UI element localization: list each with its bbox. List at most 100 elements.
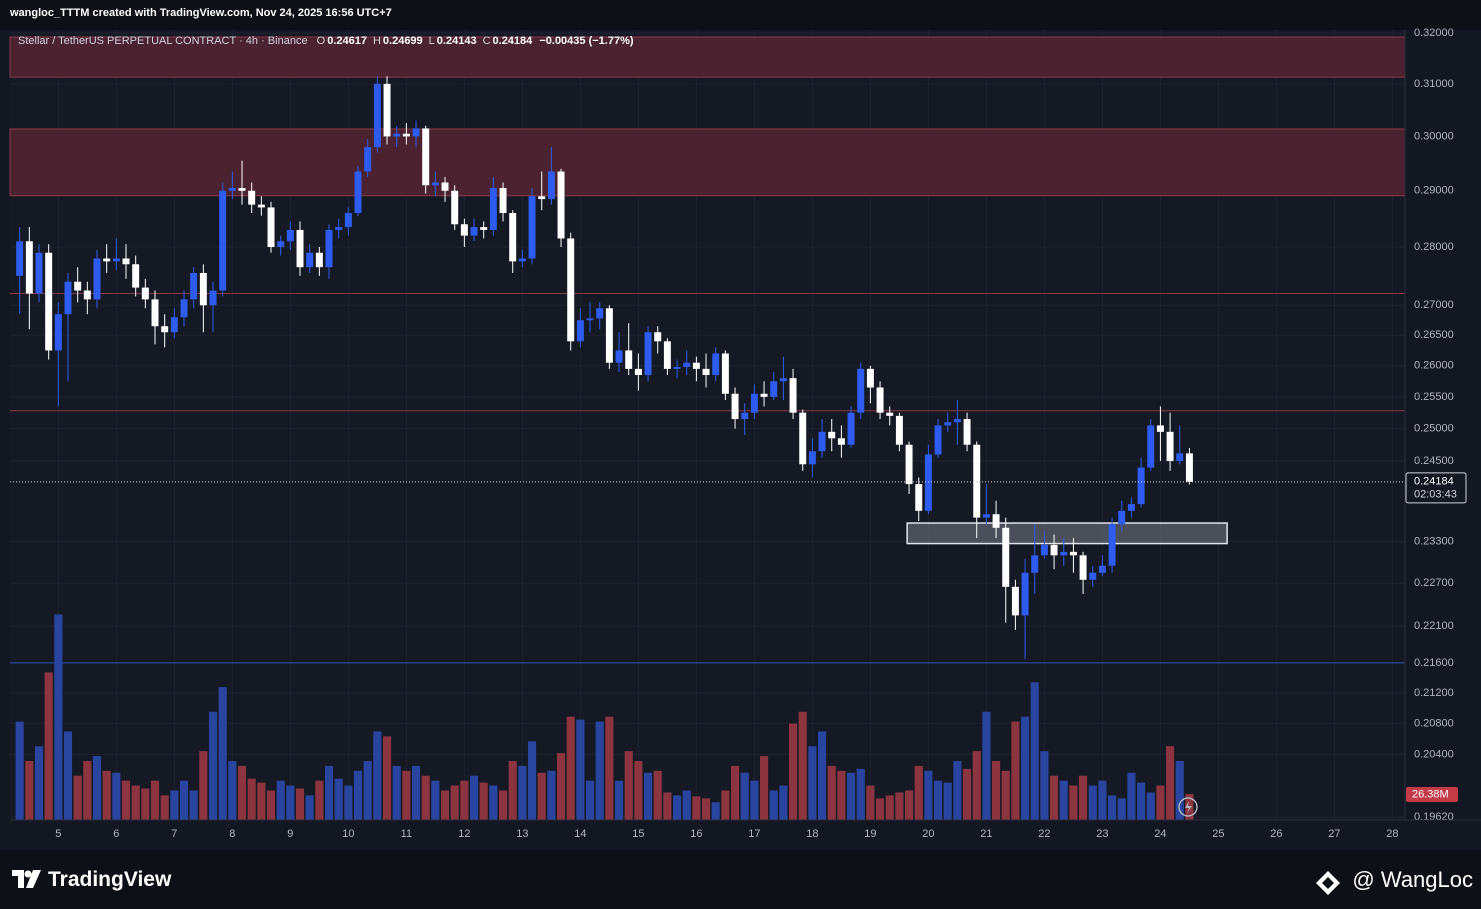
candle-body (170, 317, 178, 333)
candle-body (431, 182, 439, 186)
y-tick-label: 0.28000 (1414, 241, 1454, 253)
candle-body (161, 326, 169, 333)
volume-bar (518, 765, 527, 820)
volume-bar (847, 772, 856, 820)
candle-body (1021, 572, 1029, 616)
volume-bar (73, 775, 82, 820)
volume-bar (1108, 795, 1117, 820)
volume-bar (266, 790, 276, 820)
alert-icon-bolt (1185, 801, 1192, 813)
candle-body (905, 444, 913, 485)
candle-body (209, 290, 217, 306)
volume-bar (1137, 782, 1146, 820)
x-tick-label: 5 (55, 828, 61, 840)
candle-body (1098, 565, 1106, 573)
candle-body (596, 308, 604, 319)
volume-bar (1069, 785, 1078, 820)
volume-bar (837, 770, 846, 820)
x-tick-label: 6 (113, 828, 119, 840)
candle-body (1166, 431, 1174, 462)
volume-bar (1021, 716, 1030, 820)
watermark: wangloc_TTTM created with TradingView.co… (10, 7, 392, 19)
candle-body (1031, 555, 1039, 573)
candle-body (1089, 572, 1097, 580)
y-tick-label: 0.32000 (1414, 27, 1454, 39)
x-tick-label: 7 (171, 828, 177, 840)
candle-body (132, 264, 140, 288)
volume-bar (740, 772, 749, 820)
volume-bar (286, 785, 295, 820)
volume-bar (1040, 751, 1049, 820)
candle-body (547, 171, 555, 200)
y-tick-label: 0.20400 (1414, 748, 1454, 760)
alert-icon (1178, 797, 1198, 817)
y-tick-label: 0.26000 (1414, 360, 1454, 372)
x-tick-label: 8 (229, 828, 235, 840)
symbol-legend: Stellar / TetherUS PERPETUAL CONTRACT · … (18, 35, 636, 47)
volume-bar (1079, 775, 1088, 820)
author-icon (1316, 871, 1340, 895)
candle-body (915, 484, 923, 511)
volume-bar (54, 614, 63, 820)
candle-body (286, 229, 294, 242)
candle-body (953, 419, 961, 423)
volume-bar (1001, 770, 1010, 820)
volume-bar (1050, 775, 1059, 820)
candle-body (1011, 586, 1019, 616)
volume-bar (382, 736, 392, 820)
x-tick-label: 24 (1154, 828, 1166, 840)
candle-body (770, 381, 778, 397)
x-tick-label: 20 (922, 828, 934, 840)
volume-bar (730, 765, 740, 820)
candle-body (190, 272, 198, 300)
legend-label: C (482, 35, 491, 47)
candle-body (673, 367, 681, 369)
candle-body (344, 213, 352, 228)
candle-body (518, 258, 526, 262)
volume-bar (1127, 772, 1136, 820)
x-tick-label: 11 (401, 828, 412, 840)
volume-bar (334, 778, 343, 820)
candle-body (634, 368, 642, 376)
candle-body (1040, 544, 1048, 556)
candle-body (470, 227, 478, 236)
volume-bar (643, 772, 653, 820)
volume-bar (83, 760, 92, 820)
volume-bar (672, 795, 682, 820)
volume-bar (701, 798, 711, 820)
volume-bar (556, 753, 566, 820)
candle-body (296, 229, 304, 268)
volume-bar (905, 790, 914, 820)
last-price-label: 0.24184 (1414, 476, 1454, 488)
candle-body (605, 308, 613, 363)
volume-bar (315, 780, 324, 820)
candle-body (64, 281, 72, 315)
author: @ WangLoc (1352, 867, 1473, 892)
candle-body (1156, 425, 1164, 432)
volume-bar (237, 765, 247, 820)
candle-body (712, 353, 720, 376)
volume-label: 26.38M (1412, 788, 1449, 800)
candle-body (103, 258, 111, 262)
legend-value: 0.24184 (492, 35, 533, 47)
ohlc: O 0.24617 H 0.24699 L 0.24143 C 0.24184 (313, 35, 535, 47)
candle-body (509, 213, 517, 262)
candle-body (944, 422, 952, 426)
x-tick-label: 14 (574, 828, 586, 840)
volume-bar (508, 760, 517, 820)
volume-bar (363, 760, 372, 820)
candle-body (837, 438, 845, 445)
volume-bar (421, 775, 430, 820)
candle-body (683, 362, 691, 368)
y-tick-label: 0.21200 (1414, 687, 1454, 699)
y-tick-label: 0.20800 (1414, 717, 1454, 729)
candle-body (1050, 544, 1058, 556)
candle-body (412, 128, 420, 137)
y-tick-label: 0.29000 (1414, 185, 1454, 197)
volume-bar (1088, 785, 1097, 820)
candle-body (54, 314, 62, 351)
change: −0.00435 (−1.77%) (539, 35, 634, 47)
volume-bar (450, 785, 459, 820)
candle-body (528, 196, 536, 259)
legend-label: L (428, 35, 435, 47)
